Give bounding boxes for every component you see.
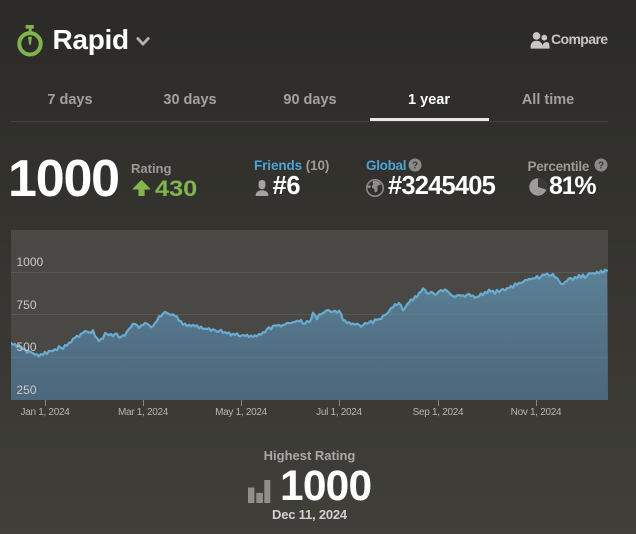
svg-text:?: ? <box>412 160 418 171</box>
svg-text:?: ? <box>598 160 604 171</box>
